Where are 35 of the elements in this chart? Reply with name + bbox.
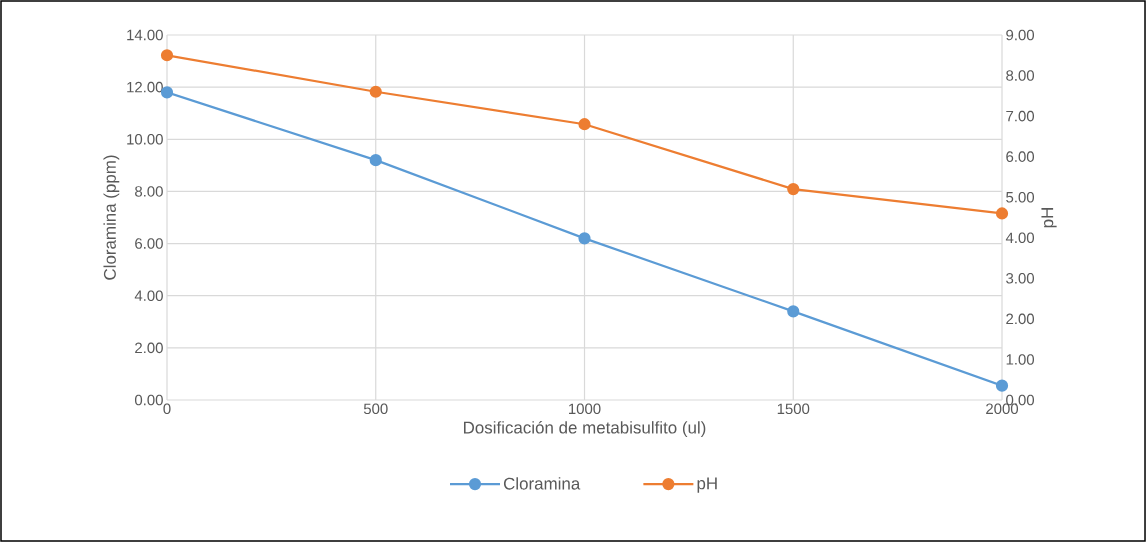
point bbox=[787, 305, 800, 318]
point bbox=[369, 85, 382, 98]
y-tick-label: 14.00 bbox=[127, 29, 163, 41]
x-tick-label: 1000 bbox=[569, 403, 601, 415]
x-tick-label: 500 bbox=[363, 403, 388, 415]
legend-label: Cloramina bbox=[503, 477, 581, 490]
y-tick-label: 0.00 bbox=[134, 394, 163, 406]
legend-label: pH bbox=[697, 477, 717, 493]
y2-tick-label: 5.00 bbox=[1006, 191, 1035, 203]
y-tick-label: 8.00 bbox=[135, 186, 163, 197]
y2-tick-label: 4.00 bbox=[1005, 232, 1035, 244]
point bbox=[995, 379, 1009, 392]
y2-tick-label: 2.00 bbox=[1006, 313, 1035, 325]
x-axis-title: Dosificación de metabisulfito (ul) bbox=[463, 420, 706, 437]
y2-tick-label: 7.00 bbox=[1006, 110, 1035, 122]
y-tick-label: 2.00 bbox=[135, 342, 163, 354]
x-tick-label: 1500 bbox=[777, 403, 810, 415]
point bbox=[995, 207, 1009, 220]
y2-tick-label: 6.00 bbox=[1006, 151, 1035, 162]
y-tick-label: 6.00 bbox=[135, 238, 163, 249]
point bbox=[578, 118, 591, 131]
point bbox=[578, 232, 591, 245]
y2-axis-title: pH bbox=[1041, 208, 1057, 228]
y-tick-label: 10.00 bbox=[127, 133, 163, 145]
point bbox=[160, 49, 174, 62]
y2-tick-label: 1.00 bbox=[1006, 354, 1035, 365]
point bbox=[787, 183, 800, 196]
y2-tick-label: 8.00 bbox=[1006, 70, 1035, 81]
y-axis-title: Cloramina (ppm) bbox=[103, 155, 120, 280]
x-tick-label: 0 bbox=[163, 403, 171, 415]
point bbox=[369, 154, 382, 167]
y-tick-label: 4.00 bbox=[134, 290, 163, 301]
y2-tick-label: 9.00 bbox=[1006, 29, 1035, 41]
y-tick-label: 12.00 bbox=[127, 81, 163, 93]
y2-tick-label: 3.00 bbox=[1006, 273, 1035, 284]
